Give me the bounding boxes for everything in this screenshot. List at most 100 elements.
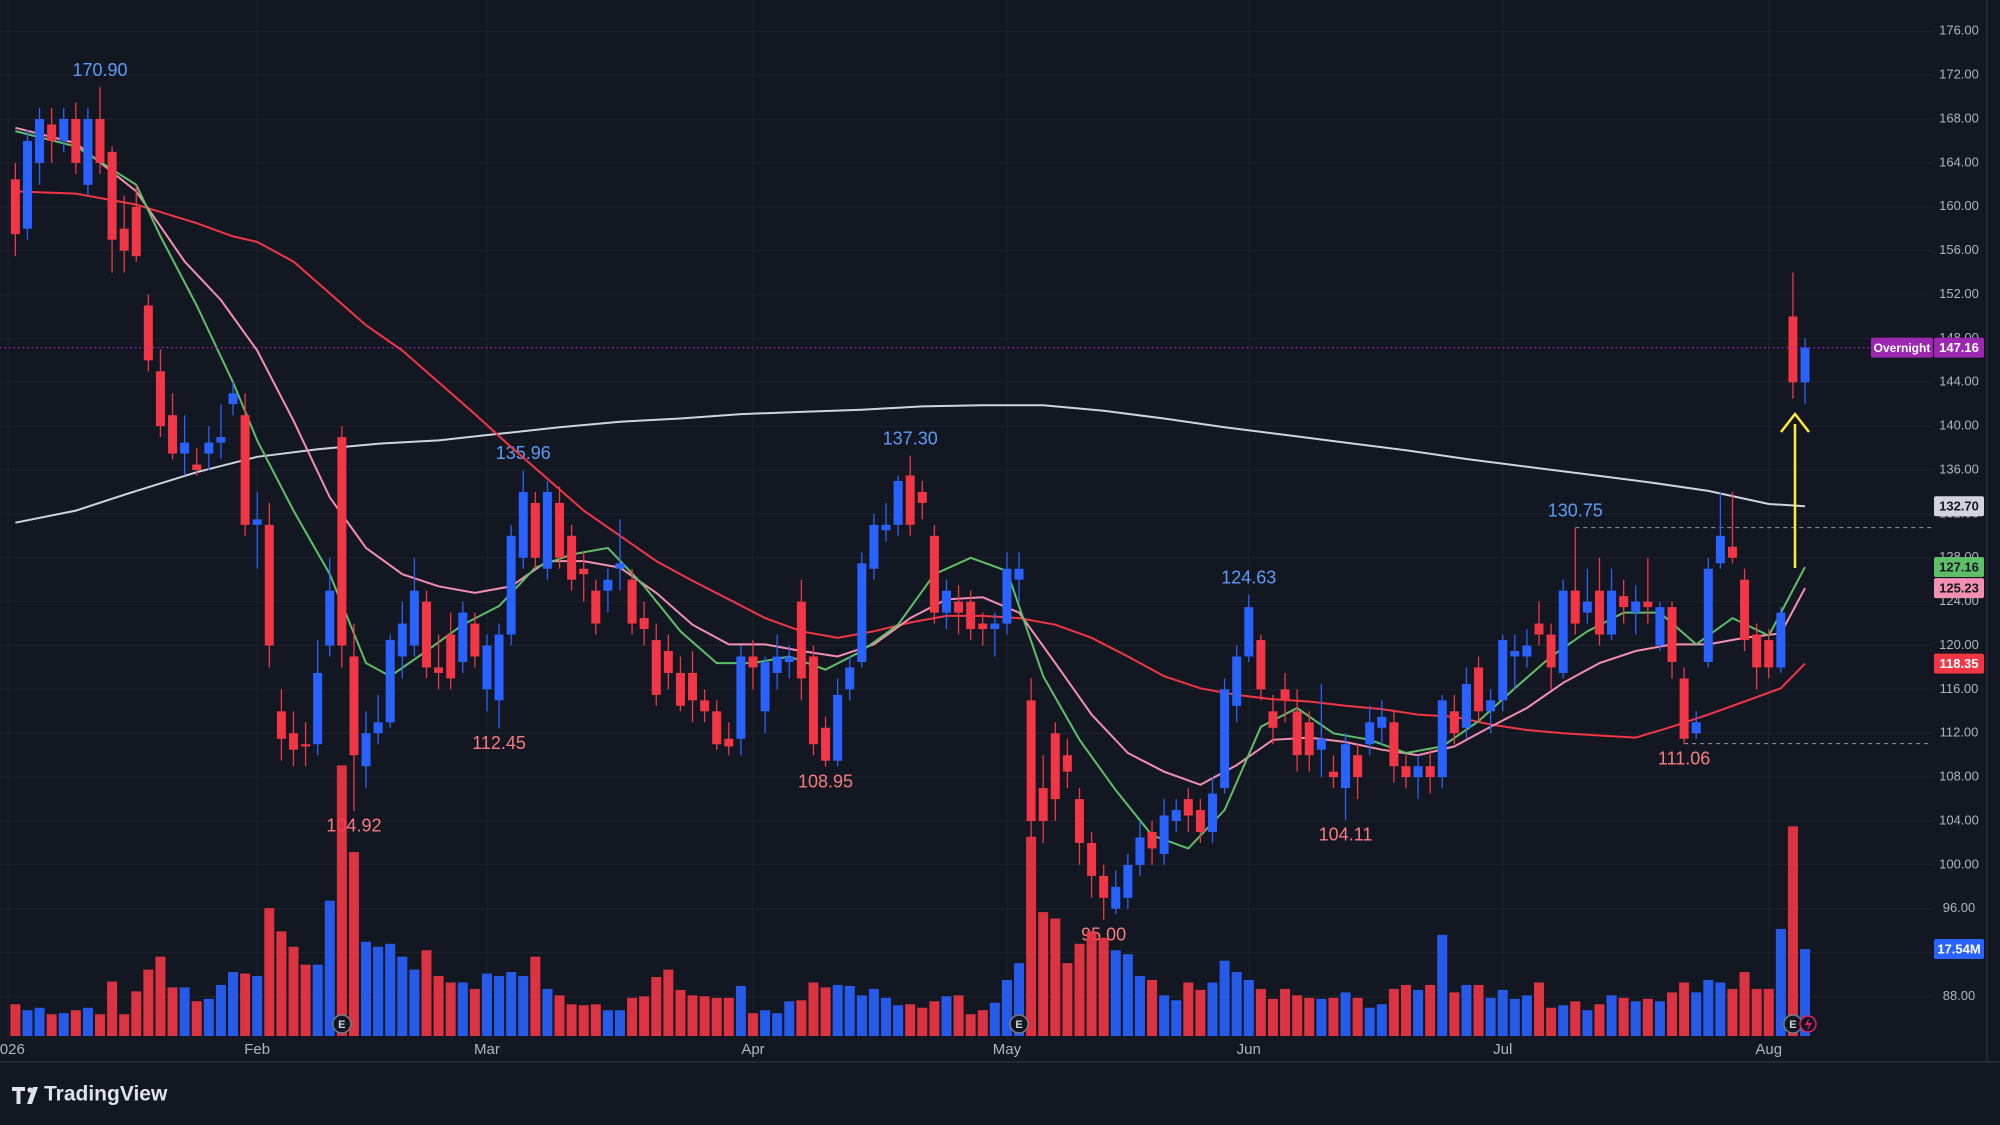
x-tick-label: Jul [1493, 1041, 1512, 1058]
x-tick-label: Aug [1755, 1041, 1782, 1058]
volume-bar [1425, 984, 1436, 1036]
volume-bar [276, 931, 287, 1036]
y-tick-label: 172.00 [1939, 67, 1979, 82]
volume-bar [167, 987, 178, 1036]
volume-bar [1437, 934, 1448, 1036]
volume-bar [953, 995, 964, 1036]
volume-bar [179, 987, 190, 1036]
volume-bar [542, 988, 553, 1036]
volume-bar [627, 997, 638, 1036]
volume-bar [10, 1004, 21, 1036]
candle-body [748, 656, 758, 668]
volume-bar [1122, 954, 1133, 1036]
volume-bar [1219, 960, 1230, 1036]
volume-bar [22, 1010, 33, 1036]
candle-body [1631, 601, 1641, 613]
x-tick-label: Feb [244, 1041, 270, 1058]
moving-average [15, 404, 1806, 524]
candle-body [881, 524, 891, 531]
candle-body [1099, 875, 1109, 898]
volume-bar [1763, 988, 1774, 1036]
logo-mark [27, 1087, 33, 1093]
candle-body [941, 590, 951, 613]
candle-body [288, 733, 298, 750]
volume-bar [893, 1005, 904, 1036]
volume-bar [784, 1001, 795, 1036]
volume-bar [1050, 918, 1061, 1036]
candle-body [1377, 716, 1387, 728]
volume-bar [1509, 998, 1520, 1036]
candle-body [808, 656, 818, 745]
candle-body [784, 656, 794, 662]
volume-bar [203, 998, 214, 1036]
volume-bar [639, 996, 650, 1036]
candle-body [264, 524, 274, 646]
volume-bar [1473, 984, 1484, 1036]
y-tick-label: 156.00 [1939, 242, 1979, 257]
volume-bar [70, 1010, 81, 1036]
candle-body [821, 727, 831, 761]
volume-bar [518, 976, 529, 1036]
arrow-head [1780, 411, 1810, 433]
axes: 88.0092.0096.00100.00104.00108.00112.001… [0, 0, 2000, 1063]
candle-body [1087, 842, 1097, 876]
volume-bar [469, 988, 480, 1036]
candle-body [192, 464, 202, 471]
candle-body [180, 442, 190, 454]
volume-bar [481, 973, 492, 1036]
volume-bar [494, 976, 505, 1036]
candle-body [1135, 837, 1145, 865]
candle-body [1486, 700, 1496, 712]
volume-bar [1376, 1004, 1387, 1036]
volume-bar [917, 1007, 928, 1036]
candle-body [1425, 766, 1435, 778]
volume-bar [143, 969, 154, 1036]
volume-bar [457, 982, 468, 1036]
volume-bar [651, 977, 662, 1036]
y-tick-label: 112.00 [1940, 725, 1979, 740]
price-badge-label: 132.70 [1939, 499, 1979, 514]
candle-body [615, 563, 625, 569]
price-badge-label: 125.23 [1939, 581, 1979, 596]
session-badge-label: Overnight [1874, 341, 1931, 355]
volume-bar [1787, 826, 1798, 1036]
y-tick-label: 120.00 [1939, 637, 1979, 652]
candle-body [143, 305, 153, 361]
volume-bar [1038, 912, 1049, 1036]
volume-bar [881, 997, 892, 1036]
volume-bar [1340, 992, 1351, 1036]
volume-bar [1110, 950, 1121, 1036]
candle-body [1341, 744, 1351, 789]
volume-bar [215, 984, 226, 1036]
volume-bar [1570, 1001, 1581, 1036]
candle-body [107, 151, 117, 240]
price-badges: 147.16 Overnight 132.70 127.16 125.23 118.35 1… [1871, 337, 1984, 960]
volume-bar [131, 991, 142, 1036]
candle-body [1570, 590, 1580, 624]
candle-body [542, 491, 552, 569]
candle-body [168, 415, 178, 454]
candle-body [470, 623, 480, 657]
candle-body [1510, 650, 1520, 657]
volume-bar [977, 1010, 988, 1036]
volume-bar [711, 997, 722, 1036]
candle-body [1522, 645, 1532, 657]
price-annotation: 170.90 [72, 60, 127, 80]
volume-bar [1183, 982, 1194, 1036]
volume-bar [1304, 997, 1315, 1036]
x-tick-label: Jun [1237, 1041, 1261, 1058]
candle-body [845, 667, 855, 690]
y-tick-label: 160.00 [1939, 198, 1979, 213]
volume-bar [348, 852, 359, 1036]
candle-body [603, 579, 613, 591]
volume-bar [34, 1007, 45, 1036]
volume-bar [46, 1014, 57, 1036]
candle-body [1171, 810, 1181, 822]
candle-body [494, 634, 504, 701]
candle-body [1050, 733, 1060, 800]
plot-area: 170.90 135.96 137.30 124.63 130.75 104.92 112.… [0, 60, 1932, 1036]
earnings-label: E [1789, 1019, 1796, 1031]
volume-bar [1134, 976, 1145, 1036]
candle-body [252, 519, 262, 525]
candle-body [1195, 810, 1205, 832]
